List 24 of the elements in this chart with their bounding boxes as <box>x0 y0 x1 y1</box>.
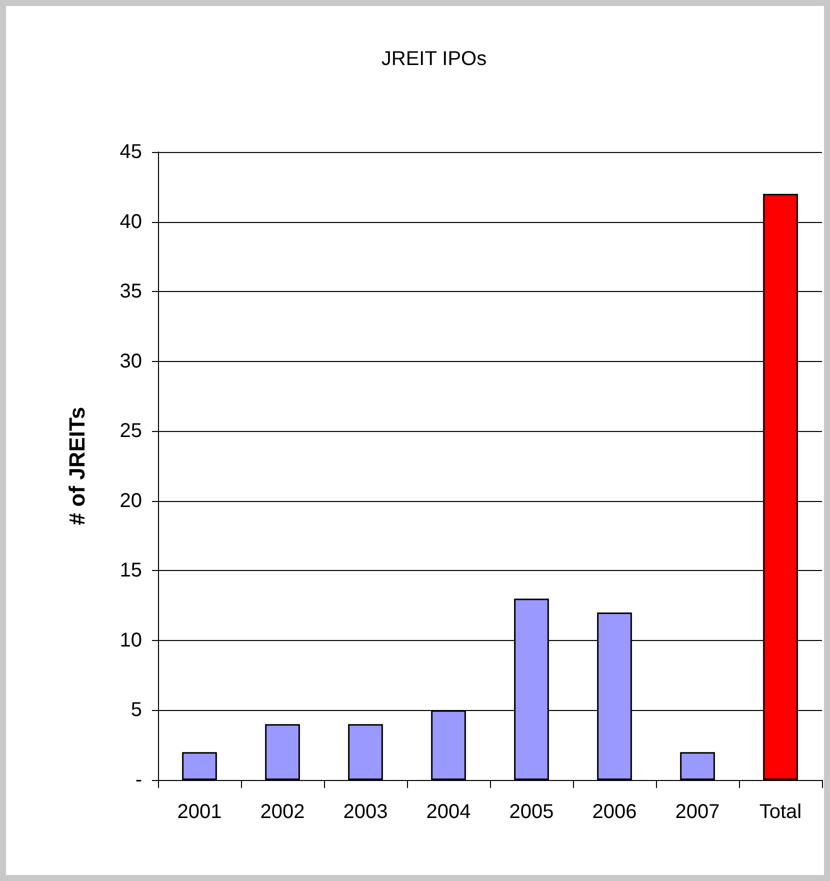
x-tick-label: 2007 <box>675 801 720 823</box>
y-tick-label: 10 <box>120 629 142 652</box>
x-tick-label: 2002 <box>260 801 305 823</box>
bar <box>680 752 715 780</box>
y-tick-label: 5 <box>130 699 142 722</box>
x-tick-label: 2006 <box>592 801 637 823</box>
x-tick-label: 2005 <box>509 801 554 823</box>
y-tick-label: 20 <box>120 490 142 512</box>
bar <box>265 724 300 780</box>
x-tick-label: 2004 <box>426 801 471 823</box>
x-tick-label: 2001 <box>177 801 222 823</box>
x-tick-label: Total <box>759 801 802 823</box>
bar <box>348 724 383 780</box>
y-tick-label: 40 <box>120 210 142 233</box>
y-tick-label: 45 <box>120 141 142 163</box>
y-tick-label: 25 <box>120 420 142 442</box>
chart-title: JREIT IPOs <box>381 48 487 70</box>
bar <box>182 752 217 780</box>
x-tick-label: 2003 <box>343 801 388 823</box>
y-tick-label: - <box>135 769 142 791</box>
y-axis-title: # of JREITs <box>64 406 90 526</box>
y-tick-label: 30 <box>120 350 142 372</box>
y-tick-label: 35 <box>120 280 142 303</box>
y-tick-label: 15 <box>120 560 142 582</box>
